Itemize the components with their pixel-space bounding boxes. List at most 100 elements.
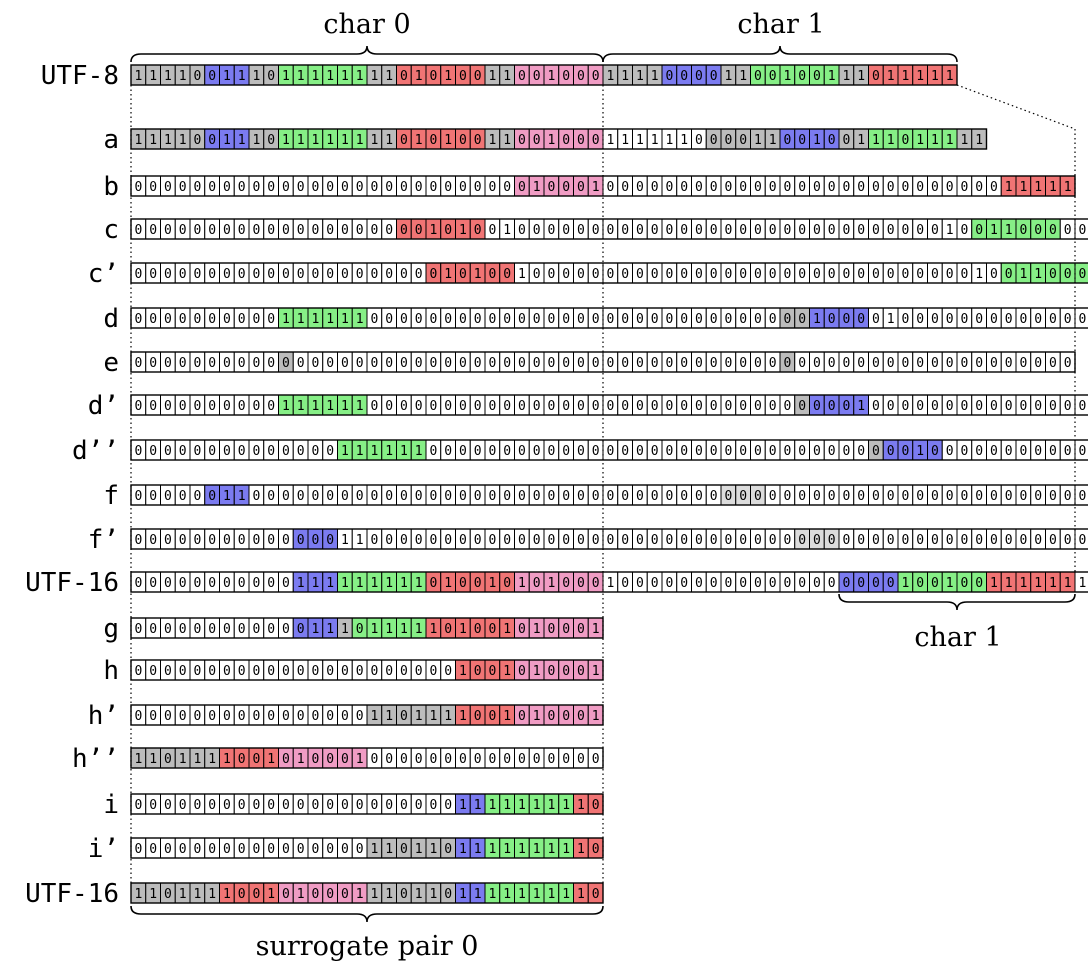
bit-value: 1 — [946, 576, 954, 591]
bit-value: 0 — [592, 133, 600, 148]
bit-value: 0 — [739, 533, 747, 548]
bit-value: 0 — [415, 752, 423, 767]
bit-value: 1 — [134, 887, 142, 902]
bit-value: 1 — [193, 752, 201, 767]
bit-value: 0 — [208, 312, 216, 327]
bit-value: 0 — [724, 444, 732, 459]
bit-value: 0 — [297, 533, 305, 548]
bit-value: 1 — [282, 399, 290, 414]
bit-value: 0 — [223, 223, 231, 238]
bit-value: 0 — [134, 267, 142, 282]
bit-value: 0 — [503, 399, 511, 414]
bit-value: 0 — [562, 664, 570, 679]
bit-value: 0 — [488, 444, 496, 459]
bit-value: 0 — [828, 312, 836, 327]
bit-value: 0 — [429, 576, 437, 591]
bit-value: 1 — [474, 267, 482, 282]
bit-value: 0 — [842, 533, 850, 548]
bit-value: 0 — [872, 399, 880, 414]
bit-value: 0 — [769, 312, 777, 327]
bit-value: 0 — [356, 223, 364, 238]
bit-value: 0 — [1064, 399, 1072, 414]
bit-value: 0 — [488, 312, 496, 327]
bit-value: 0 — [710, 267, 718, 282]
bit-value: 0 — [267, 133, 275, 148]
bit-value: 1 — [415, 842, 423, 857]
bit-value: 0 — [444, 444, 452, 459]
bit-value: 0 — [415, 798, 423, 813]
bit-value: 0 — [341, 798, 349, 813]
bit-value: 0 — [813, 180, 821, 195]
bit-value: 1 — [547, 887, 555, 902]
bit-value: 0 — [238, 356, 246, 371]
bit-value: 0 — [297, 180, 305, 195]
bit-value: 0 — [193, 180, 201, 195]
bit-value: 1 — [459, 798, 467, 813]
bit-value: 0 — [798, 444, 806, 459]
bit-value: 0 — [872, 180, 880, 195]
bit-value: 0 — [385, 664, 393, 679]
row-label: UTF-8 — [41, 61, 119, 91]
bit-value: 1 — [311, 399, 319, 414]
bit-value: 0 — [134, 312, 142, 327]
bit-value: 0 — [887, 444, 895, 459]
bit-value: 0 — [621, 399, 629, 414]
bit-value: 0 — [872, 267, 880, 282]
bit-value: 0 — [370, 356, 378, 371]
bit-value: 0 — [282, 356, 290, 371]
bit-value: 0 — [1078, 444, 1086, 459]
bit-value: 0 — [252, 798, 260, 813]
bit-value: 0 — [252, 223, 260, 238]
bit-value: 1 — [474, 887, 482, 902]
bit-value: 0 — [680, 223, 688, 238]
bit-value: 0 — [459, 267, 467, 282]
bit-value: 0 — [931, 489, 939, 504]
bit-value: 0 — [975, 180, 983, 195]
bit-value: 0 — [252, 444, 260, 459]
bit-value: 1 — [400, 576, 408, 591]
bit-value: 0 — [429, 133, 437, 148]
bit-value: 0 — [474, 356, 482, 371]
bit-value: 0 — [798, 399, 806, 414]
bit-value: 1 — [916, 133, 924, 148]
bit-value: 0 — [975, 312, 983, 327]
bit-value: 0 — [518, 533, 526, 548]
bit-value: 0 — [488, 180, 496, 195]
bit-value: 0 — [297, 267, 305, 282]
bit-value: 0 — [562, 444, 570, 459]
bit-value: 0 — [592, 267, 600, 282]
bit-value: 0 — [577, 709, 585, 724]
bit-value: 0 — [651, 444, 659, 459]
row-frame — [130, 793, 604, 815]
bit-value: 0 — [400, 180, 408, 195]
bit-value: 1 — [754, 133, 762, 148]
bit-value: 1 — [592, 180, 600, 195]
bit-value: 1 — [547, 69, 555, 84]
bit-value: 0 — [238, 842, 246, 857]
bit-value: 0 — [754, 533, 762, 548]
bit-value: 0 — [547, 709, 555, 724]
bit-value: 0 — [887, 356, 895, 371]
bit-value: 0 — [842, 267, 850, 282]
bit-value: 0 — [193, 267, 201, 282]
bit-value: 0 — [1078, 399, 1086, 414]
bit-value: 0 — [134, 576, 142, 591]
bit-value: 1 — [341, 312, 349, 327]
bit-value: 0 — [931, 267, 939, 282]
bit-value: 1 — [1034, 576, 1042, 591]
bit-value: 0 — [754, 312, 762, 327]
bit-value: 0 — [592, 69, 600, 84]
bit-value: 0 — [503, 312, 511, 327]
bit-value: 1 — [429, 887, 437, 902]
bit-value: 0 — [193, 489, 201, 504]
bit-value: 0 — [134, 622, 142, 637]
bit-row: UTF-16 1 1 0 1 1 1 1 0 0 1 0 1 0 0 0 1 1 1 0 1 1 0 1 1 1 1 1 1 1 1 1 0 — [25, 879, 604, 909]
bit-value: 0 — [606, 489, 614, 504]
bit-value: 0 — [252, 356, 260, 371]
bit-value: 0 — [179, 312, 187, 327]
bit-value: 0 — [636, 180, 644, 195]
bit-value: 0 — [710, 399, 718, 414]
bit-value: 0 — [901, 267, 909, 282]
